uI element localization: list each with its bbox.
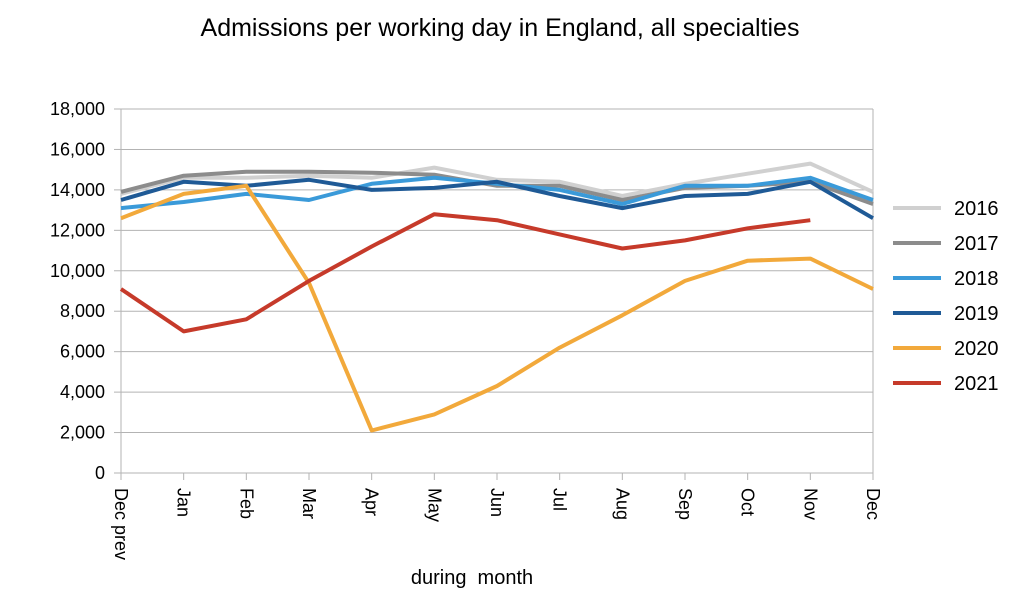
legend-label-2019: 2019 [954,303,999,325]
x-tick-label: Oct [738,488,758,516]
x-tick-label: May [424,488,444,522]
legend: 2016 2017 2018 2019 2020 2021 [893,198,999,395]
x-axis-title: during month [411,567,533,589]
x-tick-label: Jan [174,488,194,517]
y-axis-ticks: 0 2,000 4,000 6,000 8,000 10,000 12,000 14,000 1… [50,99,105,483]
series-line-2020 [120,183,874,433]
y-tick-label: 6,000 [60,342,105,362]
x-tick-label: Apr [362,488,382,516]
gridlines [114,108,874,480]
chart-title: Admissions per working day in England, a… [200,14,800,42]
y-tick-label: 0 [95,463,105,483]
y-tick-label: 14,000 [50,180,105,200]
x-axis-ticks: Dec prev Jan Feb Mar Apr May Jun Jul Aug Sep Oct No… [111,488,883,560]
legend-label-2021: 2021 [954,373,999,395]
y-tick-label: 16,000 [50,139,105,159]
x-tick-label: Nov [800,488,820,520]
y-tick-label: 10,000 [50,261,105,281]
x-tick-label: Jun [487,488,507,517]
series-lines [119,161,875,433]
x-tick-label: Mar [299,488,319,519]
y-tick-label: 18,000 [50,99,105,119]
y-tick-label: 8,000 [60,301,105,321]
x-tick-label: Feb [236,488,256,519]
legend-label-2018: 2018 [954,268,999,290]
x-tick-label: Dec [863,488,883,520]
x-tick-label: Dec prev [111,488,131,560]
legend-label-2017: 2017 [954,233,999,255]
series-line-2021 [119,212,811,334]
y-tick-label: 4,000 [60,382,105,402]
x-tick-label: Jul [550,488,570,511]
y-tick-label: 2,000 [60,423,105,443]
x-tick-label: Sep [675,488,695,520]
x-tick-label: Aug [612,488,632,520]
y-tick-label: 12,000 [50,220,105,240]
legend-label-2016: 2016 [954,198,999,220]
legend-label-2020: 2020 [954,338,999,360]
